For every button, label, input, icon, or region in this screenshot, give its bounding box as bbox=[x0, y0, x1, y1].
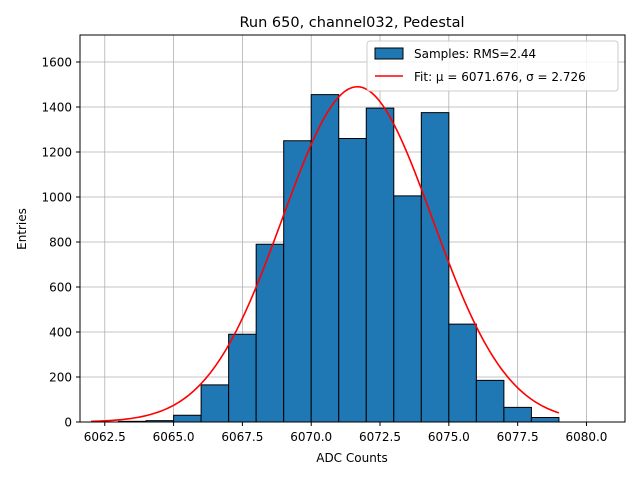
y-axis-ticks: 0 200 400 600 800 1000 1200 1400 1600 bbox=[41, 56, 80, 430]
y-tick-label: 200 bbox=[49, 371, 72, 385]
legend-histogram-swatch bbox=[374, 47, 404, 60]
histogram-bars bbox=[118, 94, 560, 423]
histogram-bar bbox=[173, 414, 202, 423]
plot-frame bbox=[79, 34, 626, 423]
x-axis-ticks: 6062.5 6065.0 6067.5 6070.0 6072.5 6075.0 6077… bbox=[84, 422, 607, 444]
x-axis-label: ADC Counts bbox=[316, 451, 388, 465]
y-tick-label: 1600 bbox=[41, 56, 72, 70]
y-tick-label: 1200 bbox=[41, 146, 72, 160]
histogram-bar bbox=[283, 140, 312, 423]
histogram-bar bbox=[255, 243, 285, 423]
y-tick-label: 600 bbox=[49, 281, 72, 295]
legend-fit-label: Fit: μ = 6071.676, σ = 2.726 bbox=[414, 70, 586, 84]
x-tick-label: 6070.0 bbox=[290, 430, 332, 444]
y-tick-label: 400 bbox=[49, 326, 72, 340]
legend-histogram-label: Samples: RMS=2.44 bbox=[414, 47, 536, 61]
fit-curve bbox=[90, 85, 560, 423]
y-tick-label: 800 bbox=[49, 236, 72, 250]
histogram-bar bbox=[393, 195, 422, 423]
x-tick-label: 6075.0 bbox=[428, 430, 470, 444]
histogram-bar bbox=[310, 94, 340, 423]
x-tick-label: 6077.5 bbox=[497, 430, 539, 444]
histogram-bar bbox=[338, 138, 367, 423]
histogram-bar bbox=[200, 384, 230, 423]
histogram-bar bbox=[503, 406, 532, 423]
chart-title: Run 650, channel032, Pedestal bbox=[239, 15, 464, 31]
y-tick-label: 0 bbox=[64, 416, 72, 430]
legend: Samples: RMS=2.44 Fit: μ = 6071.676, σ =… bbox=[366, 40, 619, 92]
histogram-bar bbox=[530, 417, 560, 423]
x-tick-label: 6072.5 bbox=[359, 430, 401, 444]
y-axis-label: Entries bbox=[15, 208, 29, 250]
histogram-bar bbox=[448, 323, 477, 423]
x-tick-label: 6080.0 bbox=[565, 430, 607, 444]
y-tick-label: 1000 bbox=[41, 191, 72, 205]
legend-box bbox=[366, 40, 619, 92]
histogram-bar bbox=[420, 112, 450, 423]
x-tick-label: 6062.5 bbox=[84, 430, 126, 444]
histogram-bar bbox=[228, 333, 257, 423]
y-tick-label: 1400 bbox=[41, 101, 72, 115]
x-tick-label: 6067.5 bbox=[221, 430, 263, 444]
histogram-bar bbox=[365, 107, 395, 423]
histogram-bar bbox=[475, 379, 505, 423]
x-tick-label: 6065.0 bbox=[153, 430, 195, 444]
